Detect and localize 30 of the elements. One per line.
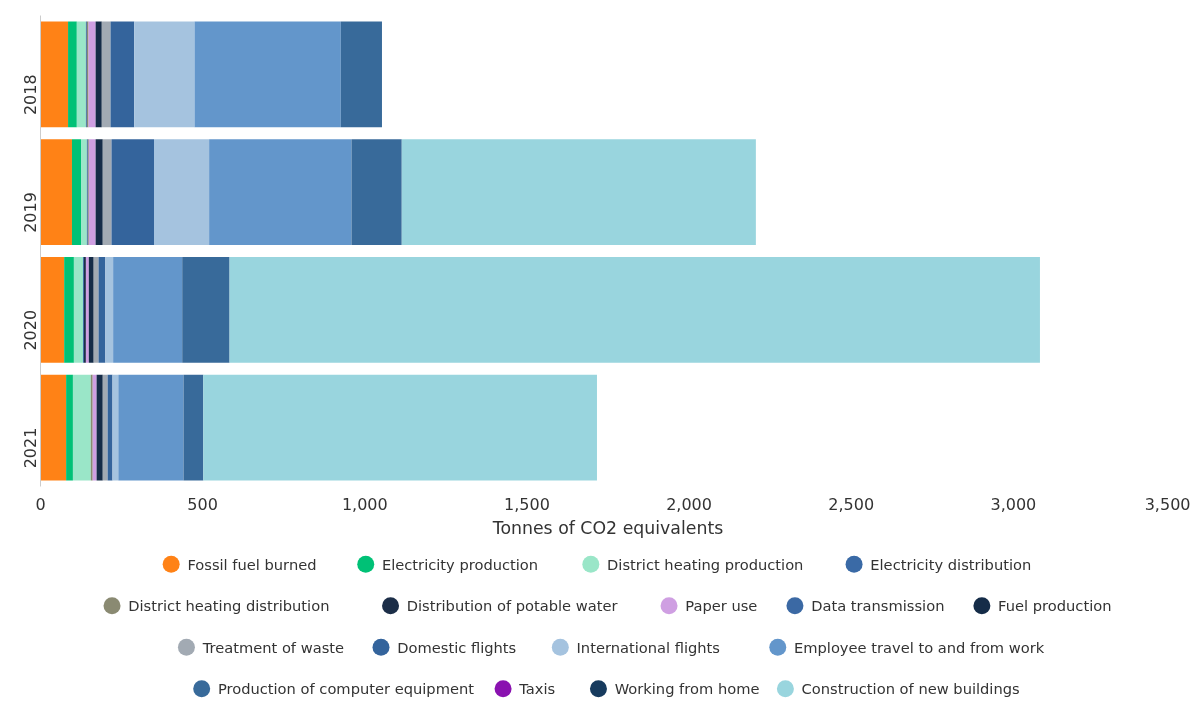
x-tick-label: 1,500: [504, 494, 550, 514]
legend-label: Employee travel to and from work: [793, 638, 1045, 656]
x-tick-label: 1,000: [341, 494, 388, 514]
legend-label: Working from home: [614, 680, 760, 698]
legend-label: Production of computer equipment: [217, 680, 475, 698]
y-tick-label: 2019: [20, 192, 40, 233]
legend-label: Fuel production: [998, 597, 1112, 615]
y-tick-label: 2018: [20, 74, 40, 116]
legend-label: Taxis: [518, 680, 556, 698]
legend-label: Treatment of waste: [201, 638, 345, 656]
legend-label: District heating production: [607, 555, 804, 573]
x-axis-title: Tonnes of CO2 equivalents: [491, 517, 724, 538]
legend-label: Electricity distribution: [870, 555, 1032, 573]
y-tick-label: 2020: [20, 309, 40, 351]
x-tick-label: 3,000: [990, 494, 1037, 514]
x-tick-label: 0: [35, 494, 46, 514]
legend-label: Distribution of potable water: [406, 597, 619, 615]
legend-label: Data transmission: [811, 597, 945, 615]
legend-label: Fossil fuel burned: [187, 555, 317, 573]
x-tick-label: 2,500: [828, 494, 875, 514]
y-tick-label: 2021: [20, 427, 40, 469]
x-tick-label: 2,000: [666, 494, 712, 514]
x-tick-label: 500: [187, 494, 218, 514]
legend-label: District heating distribution: [128, 597, 330, 615]
legend-label: International flights: [576, 638, 721, 656]
x-tick-label: 3,500: [1144, 494, 1191, 514]
legend-label: Electricity production: [381, 555, 539, 573]
legend-label: Construction of new buildings: [801, 680, 1020, 698]
legend-label: Domestic flights: [397, 638, 517, 656]
legend-label: Paper use: [685, 597, 758, 615]
